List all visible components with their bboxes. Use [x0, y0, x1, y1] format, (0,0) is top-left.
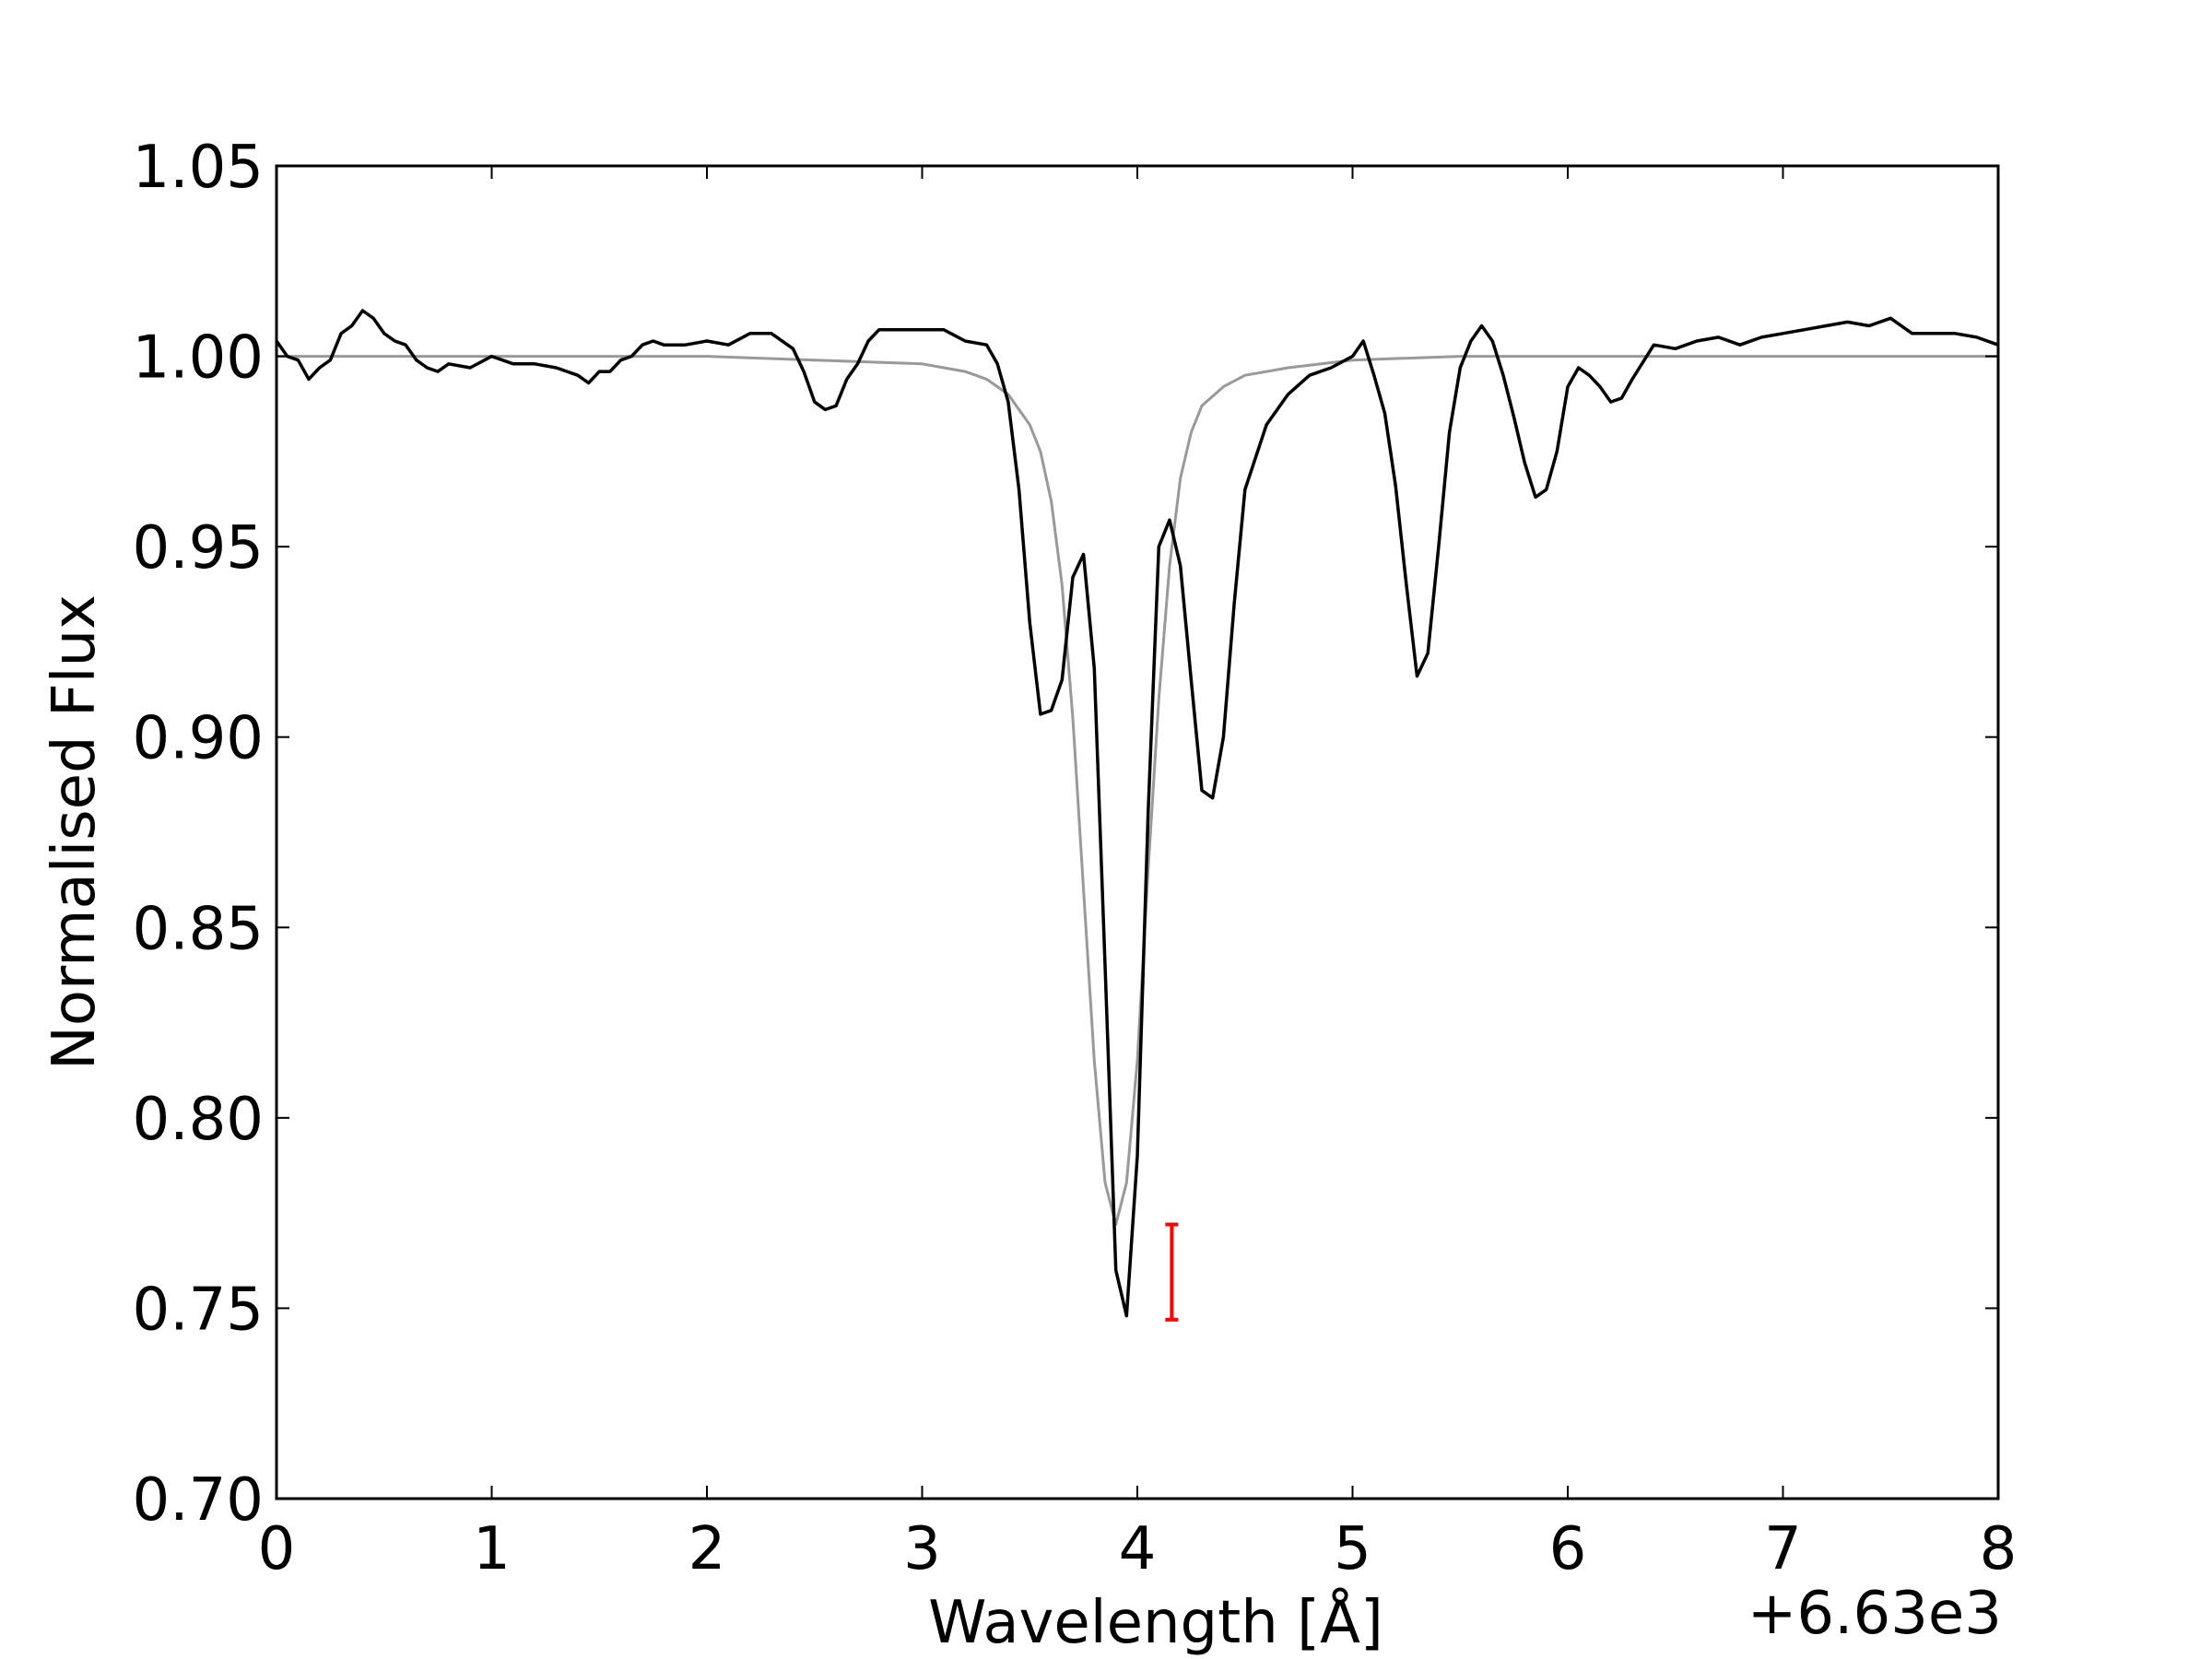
y-tick-label: 1.00 — [133, 324, 265, 393]
x-tick-label: 8 — [1980, 1515, 2018, 1583]
y-tick-label: 0.85 — [133, 895, 265, 963]
x-tick-label: 0 — [258, 1515, 296, 1583]
labels-layer: 0 1 2 3 4 5 6 7 8 0.70 0.75 0.80 0.85 0.90 0.95 1.00 1.0… — [133, 134, 2018, 1583]
y-tick-label: 1.05 — [133, 134, 265, 202]
x-tick-label: 7 — [1764, 1515, 1802, 1583]
plot-frame — [275, 164, 2000, 1500]
x-tick-label: 2 — [688, 1515, 726, 1583]
y-tick-label: 0.90 — [133, 705, 265, 773]
x-offset-label: +6.63e3 — [1747, 1580, 2002, 1648]
x-axis-label: Wavelength [Å] — [928, 1587, 1383, 1657]
x-tick-label: 6 — [1549, 1515, 1587, 1583]
series-line-1 — [276, 355, 1998, 1226]
x-tick-label: 5 — [1334, 1515, 1371, 1583]
y-tick-label: 0.95 — [133, 514, 265, 582]
y-tick-label: 0.75 — [133, 1276, 265, 1344]
y-tick-label: 0.70 — [133, 1466, 265, 1535]
y-tick-label: 0.80 — [133, 1086, 265, 1154]
y-axis-label: Normalised Flux — [41, 594, 109, 1070]
series-layer — [275, 309, 1999, 1322]
x-tick-label: 4 — [1119, 1515, 1157, 1583]
x-tick-label: 3 — [903, 1515, 941, 1583]
series-line-0 — [275, 309, 1999, 1318]
x-tick-label: 1 — [473, 1515, 511, 1583]
